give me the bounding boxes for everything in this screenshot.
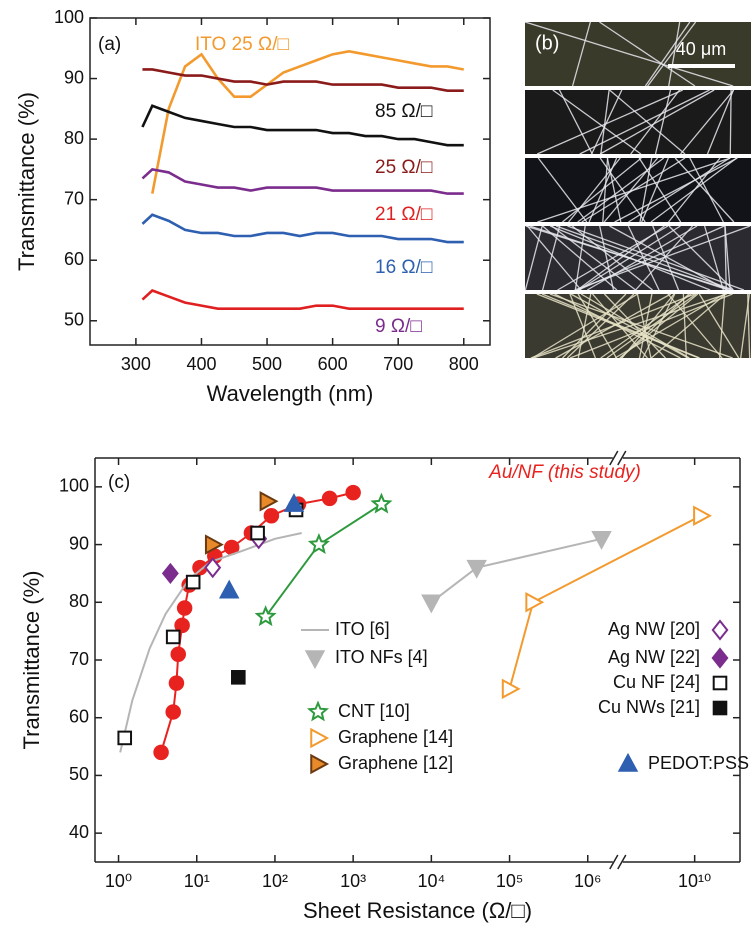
- x-tick-label: 600: [318, 354, 348, 374]
- annotation: 25 Ω/□: [375, 157, 433, 178]
- x-tick-label: 800: [449, 354, 479, 374]
- marker: [166, 705, 180, 719]
- legend-label: Cu NF [24]: [613, 672, 700, 692]
- y-tick-label: 40: [69, 822, 89, 842]
- y-tick-label: 100: [54, 7, 84, 27]
- marker: [187, 576, 200, 589]
- annotation: 16 Ω/□: [375, 257, 433, 278]
- x-tick-label: 10³: [340, 871, 366, 891]
- x-axis-title: Wavelength (nm): [207, 381, 374, 406]
- panel-b: [525, 22, 751, 358]
- legend-marker: [713, 649, 727, 667]
- x-tick-label: 10⁴: [417, 871, 445, 891]
- y-tick-label: 70: [69, 649, 89, 669]
- y-tick-label: 60: [69, 706, 89, 726]
- legend-marker: [306, 651, 323, 667]
- line: [431, 539, 601, 602]
- marker: [178, 601, 192, 615]
- marker: [171, 647, 185, 661]
- legend-marker: [714, 677, 727, 690]
- y-axis-title: Transmittance (%): [19, 571, 44, 750]
- y-tick-label: 90: [64, 67, 84, 87]
- legend-marker: [309, 703, 326, 719]
- x-tick-label: 10²: [262, 871, 288, 891]
- marker: [265, 509, 279, 523]
- x-axis-title: Sheet Resistance (Ω/□): [303, 898, 532, 923]
- annotation: ITO 25 Ω/□: [195, 34, 289, 55]
- y-axis-title: Transmittance (%): [14, 92, 39, 271]
- y-tick-label: 90: [69, 533, 89, 553]
- marker: [221, 582, 238, 598]
- line: [266, 504, 382, 617]
- marker: [167, 631, 180, 644]
- marker: [323, 492, 337, 506]
- x-tick-label: 400: [186, 354, 216, 374]
- legend-label: Graphene [12]: [338, 753, 453, 773]
- marker: [251, 527, 264, 540]
- x-tick-label: 300: [121, 354, 151, 374]
- figure: (b) 40 μm 50 60 70 80 90 100 300 400 500 600 700 80…: [0, 0, 751, 930]
- x-tick-label: 700: [383, 354, 413, 374]
- micrograph: [525, 294, 751, 358]
- marker: [310, 536, 327, 552]
- line: [142, 291, 463, 309]
- y-tick-label: 60: [64, 249, 84, 269]
- legend-label: PEDOT:PSS [7]: [648, 753, 751, 773]
- legend-marker: [619, 755, 636, 771]
- marker: [526, 594, 542, 611]
- legend-label: Ag NW [20]: [608, 619, 700, 639]
- y-tick-label: 70: [64, 188, 84, 208]
- annotation: 85 Ω/□: [375, 101, 433, 122]
- annotation: (a): [98, 34, 121, 55]
- marker: [163, 564, 177, 582]
- nanofiber: [730, 90, 731, 154]
- marker: [468, 561, 485, 577]
- x-tick-label: 500: [252, 354, 282, 374]
- x-tick-label: 10⁶: [574, 871, 601, 891]
- legend-label: Cu NWs [21]: [598, 697, 700, 717]
- marker: [346, 486, 360, 500]
- scale-bar-label: 40 μm: [676, 39, 726, 59]
- y-tick-label: 80: [64, 128, 84, 148]
- legend-label: CNT [10]: [338, 701, 410, 721]
- legend-label: Graphene [14]: [338, 727, 453, 747]
- marker: [154, 746, 168, 760]
- annotation: Au/NF (this study): [488, 462, 641, 483]
- legend-marker: [714, 702, 727, 715]
- marker: [261, 493, 277, 510]
- legend-label: Ag NW [22]: [608, 647, 700, 667]
- y-tick-label: 50: [69, 764, 89, 784]
- legend-marker: [311, 729, 327, 746]
- annotation: 21 Ω/□: [375, 204, 433, 225]
- marker: [423, 596, 440, 612]
- legend-marker: [713, 621, 727, 639]
- x-tick-label: 10¹⁰: [678, 871, 711, 891]
- y-tick-label: 100: [59, 476, 89, 496]
- y-tick-label: 80: [69, 591, 89, 611]
- y-tick-label: 50: [64, 310, 84, 330]
- marker: [232, 671, 245, 684]
- panel-label: (b): [535, 32, 559, 54]
- marker: [170, 676, 184, 690]
- line: [142, 69, 463, 90]
- x-tick-label: 10⁵: [496, 871, 523, 891]
- x-tick-label: 10⁰: [105, 871, 132, 891]
- annotation: 9 Ω/□: [375, 316, 422, 337]
- legend-label: ITO [6]: [335, 619, 390, 639]
- x-tick-label: 10¹: [184, 871, 210, 891]
- annotation: (c): [108, 472, 130, 493]
- marker: [118, 732, 131, 745]
- marker: [694, 507, 710, 524]
- legend-label: ITO NFs [4]: [335, 647, 428, 667]
- legend-marker: [311, 755, 327, 772]
